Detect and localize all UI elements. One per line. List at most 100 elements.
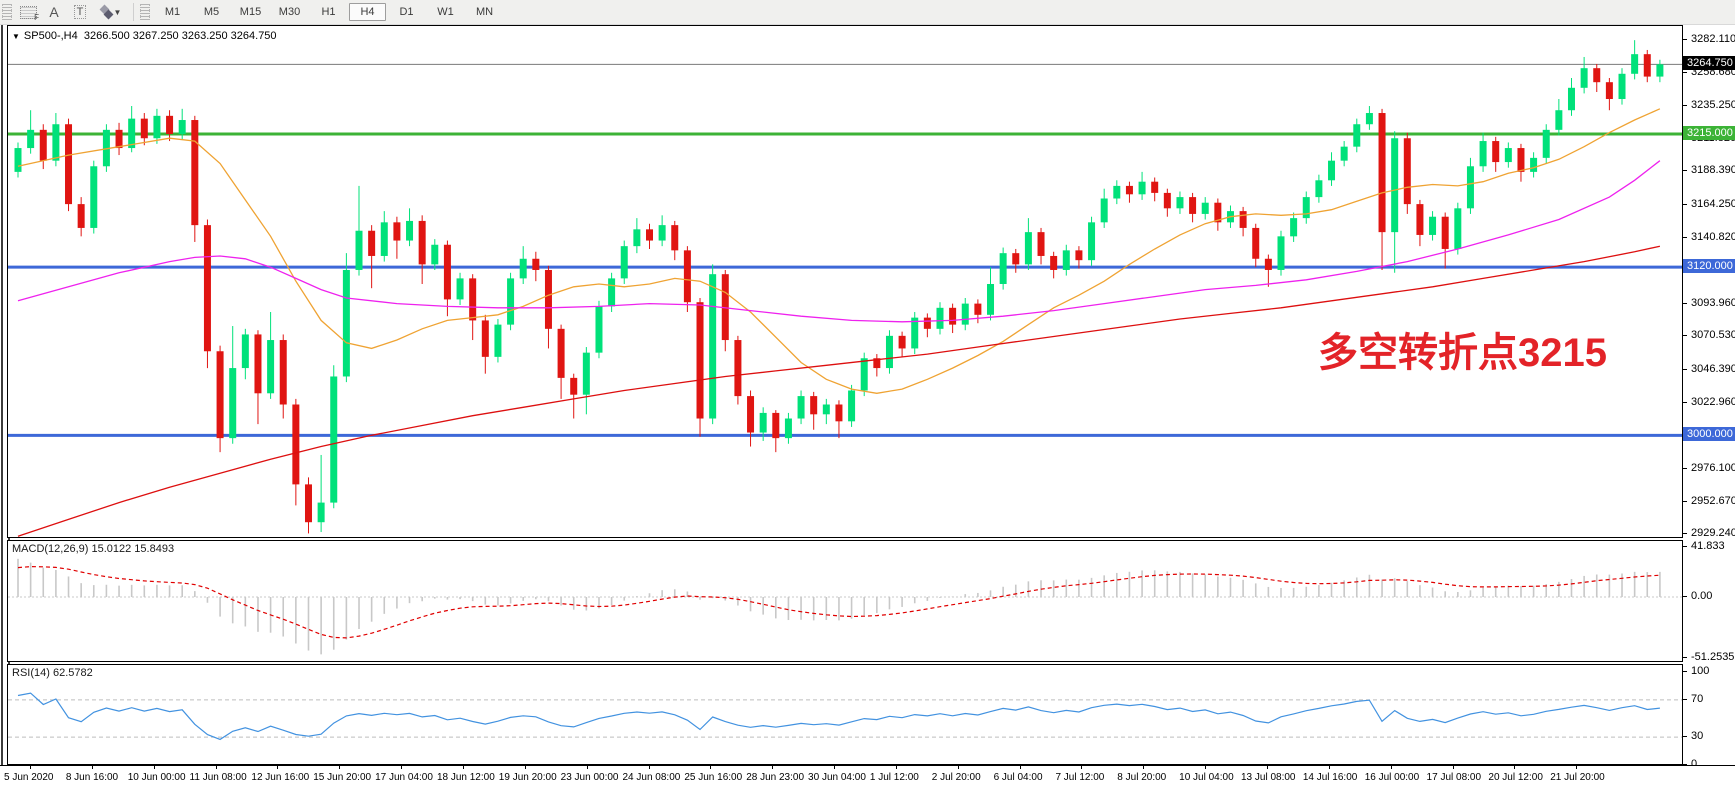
time-axis-label: 28 Jun 23:00 [746, 772, 805, 783]
candle-body [52, 124, 60, 161]
timeframe-M15[interactable]: M15 [239, 6, 262, 18]
timeframe-H4[interactable]: H4 [349, 3, 386, 21]
rsi-axis-label: 0 [1691, 758, 1698, 770]
candle-body [810, 396, 818, 415]
rsi-chart[interactable] [8, 665, 1682, 764]
time-axis-tick [772, 765, 774, 769]
candle-body [507, 278, 515, 325]
candle-body [911, 317, 919, 349]
main-chart-panel[interactable] [7, 25, 1683, 538]
candle-body [1479, 141, 1487, 167]
price-axis-label: 3093.960 [1691, 296, 1735, 309]
font-a-icon[interactable]: A [49, 4, 59, 20]
candle-body [90, 166, 98, 228]
timeframe-M30[interactable]: M30 [278, 6, 301, 18]
candle-body [1416, 204, 1424, 235]
time-axis-label: 14 Jul 16:00 [1302, 772, 1358, 783]
time-axis-tick [1514, 765, 1516, 769]
candlestick-chart[interactable] [8, 26, 1682, 537]
price-axis-tick [1683, 170, 1687, 172]
price-axis-label: 3282.110 [1691, 32, 1735, 45]
symbol-dropdown-icon[interactable]: ▼ [12, 32, 20, 41]
candle-body [923, 317, 931, 329]
ma-fast-orange [17, 108, 1661, 394]
rsi-axis-tick [1683, 764, 1687, 765]
grid-f-icon[interactable]: F [15, 2, 41, 22]
rsi-label: RSI(14) 62.5782 [12, 667, 93, 679]
timeframe-D1[interactable]: D1 [399, 6, 414, 18]
candle-body [203, 225, 211, 352]
rsi-line [17, 692, 1660, 741]
timeframe-MN[interactable]: MN [475, 6, 494, 18]
price-axis-label: 3188.390 [1691, 164, 1735, 177]
candle-body [481, 320, 489, 357]
time-axis-tick [30, 765, 31, 769]
candle-body [241, 334, 249, 369]
shapes-dropdown-caret[interactable]: ▼ [113, 7, 122, 17]
toolbar-grip-2[interactable] [140, 4, 150, 20]
candle-body [115, 129, 123, 149]
candle-body [431, 244, 439, 265]
candle-body [1567, 87, 1575, 111]
candle-body [532, 258, 540, 270]
candle-body [885, 335, 893, 369]
chart-annotation-text: 多空转折点3215 [1318, 331, 1607, 375]
price-axis-tick [1683, 467, 1687, 469]
candle-body [1290, 218, 1298, 237]
price-axis[interactable]: 3282.1103258.6803235.2503211.8203188.390… [1683, 25, 1735, 770]
price-axis-label: 3235.250 [1691, 98, 1735, 111]
symbol-label: SP500-,H4 [23, 30, 78, 42]
shapes-icon[interactable]: ▼ [93, 2, 129, 22]
candle-body [949, 307, 957, 325]
candle-body [1328, 160, 1336, 181]
rsi-panel[interactable] [7, 664, 1683, 765]
candle-body [608, 278, 616, 307]
candle-body [77, 204, 85, 228]
price-axis-tick [1683, 335, 1687, 337]
price-axis-tick [1683, 402, 1687, 404]
time-axis-label: 13 Jul 08:00 [1241, 772, 1296, 783]
toolbar-grip[interactable] [2, 4, 12, 20]
price-axis-label: 2929.240 [1691, 527, 1735, 540]
candle-body [1454, 208, 1462, 249]
candle-body [671, 225, 679, 251]
timeframe-W1[interactable]: W1 [437, 6, 454, 18]
candle-body [797, 396, 805, 419]
candle-body [1189, 197, 1197, 214]
candle-body [1340, 146, 1348, 161]
candle-body [747, 396, 755, 433]
candle-body [1075, 250, 1083, 261]
candle-body [772, 412, 780, 439]
time-axis-label: 25 Jun 16:00 [684, 772, 743, 783]
candle-body [1378, 113, 1386, 233]
macd-chart[interactable] [8, 541, 1682, 661]
time-axis-tick [153, 765, 155, 769]
candle-body [1605, 82, 1613, 100]
candle-body [734, 340, 742, 397]
time-axis-tick [1267, 765, 1268, 769]
candle-body [961, 303, 969, 325]
candle-body [153, 115, 161, 139]
text-t-icon[interactable]: T [67, 2, 93, 22]
time-axis-tick [648, 765, 650, 769]
candle-body [355, 230, 363, 270]
macd-panel[interactable] [7, 540, 1683, 662]
candle-body [1315, 180, 1323, 198]
candle-body [1542, 129, 1550, 158]
time-axis-tick [586, 765, 588, 769]
time-axis[interactable]: 5 Jun 2020 8 Jun 16:00 10 Jun 00:00 11 Jun … [0, 765, 1735, 790]
candle-body [1593, 68, 1601, 83]
time-axis-label: 6 Jul 04:00 [993, 772, 1043, 783]
candle-body [330, 376, 338, 503]
toolbar-separator [133, 3, 134, 21]
timeframe-H1[interactable]: H1 [321, 6, 336, 18]
candle-body [633, 229, 641, 247]
timeframe-M5[interactable]: M5 [203, 6, 220, 18]
candle-body [544, 269, 552, 329]
time-axis-tick [277, 765, 279, 769]
price-axis-tick [1683, 369, 1687, 371]
timeframe-M1[interactable]: M1 [164, 6, 181, 18]
macd-signal-line [17, 565, 1660, 639]
rsi-axis-label: 30 [1691, 730, 1704, 743]
candle-body [1656, 64, 1664, 77]
